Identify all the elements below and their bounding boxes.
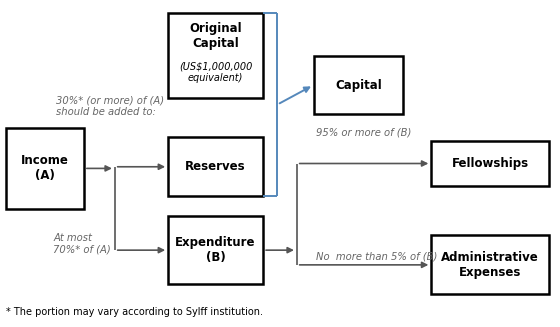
FancyBboxPatch shape <box>314 56 403 114</box>
Text: Original
Capital: Original Capital <box>189 22 242 50</box>
Text: Income
(A): Income (A) <box>21 154 69 182</box>
Text: Fellowships: Fellowships <box>451 157 529 170</box>
Text: 30%* (or more) of (A)
should be added to:: 30%* (or more) of (A) should be added to… <box>56 95 164 117</box>
FancyBboxPatch shape <box>431 235 549 294</box>
FancyBboxPatch shape <box>168 13 263 98</box>
Text: 95% or more of (B): 95% or more of (B) <box>316 128 412 137</box>
Text: Capital: Capital <box>335 78 382 92</box>
FancyBboxPatch shape <box>431 141 549 186</box>
Text: No  more than 5% of (B): No more than 5% of (B) <box>316 252 438 262</box>
Text: * The portion may vary according to Sylff institution.: * The portion may vary according to Sylf… <box>6 307 263 317</box>
FancyBboxPatch shape <box>6 128 84 209</box>
FancyBboxPatch shape <box>168 137 263 196</box>
Text: Administrative
Expenses: Administrative Expenses <box>441 251 539 279</box>
Text: Expenditure
(B): Expenditure (B) <box>175 236 256 264</box>
Text: Reserves: Reserves <box>185 160 246 173</box>
FancyBboxPatch shape <box>168 216 263 284</box>
Text: At most
70%* of (A): At most 70%* of (A) <box>53 233 111 254</box>
Text: (US$1,000,000
equivalent): (US$1,000,000 equivalent) <box>179 61 253 83</box>
